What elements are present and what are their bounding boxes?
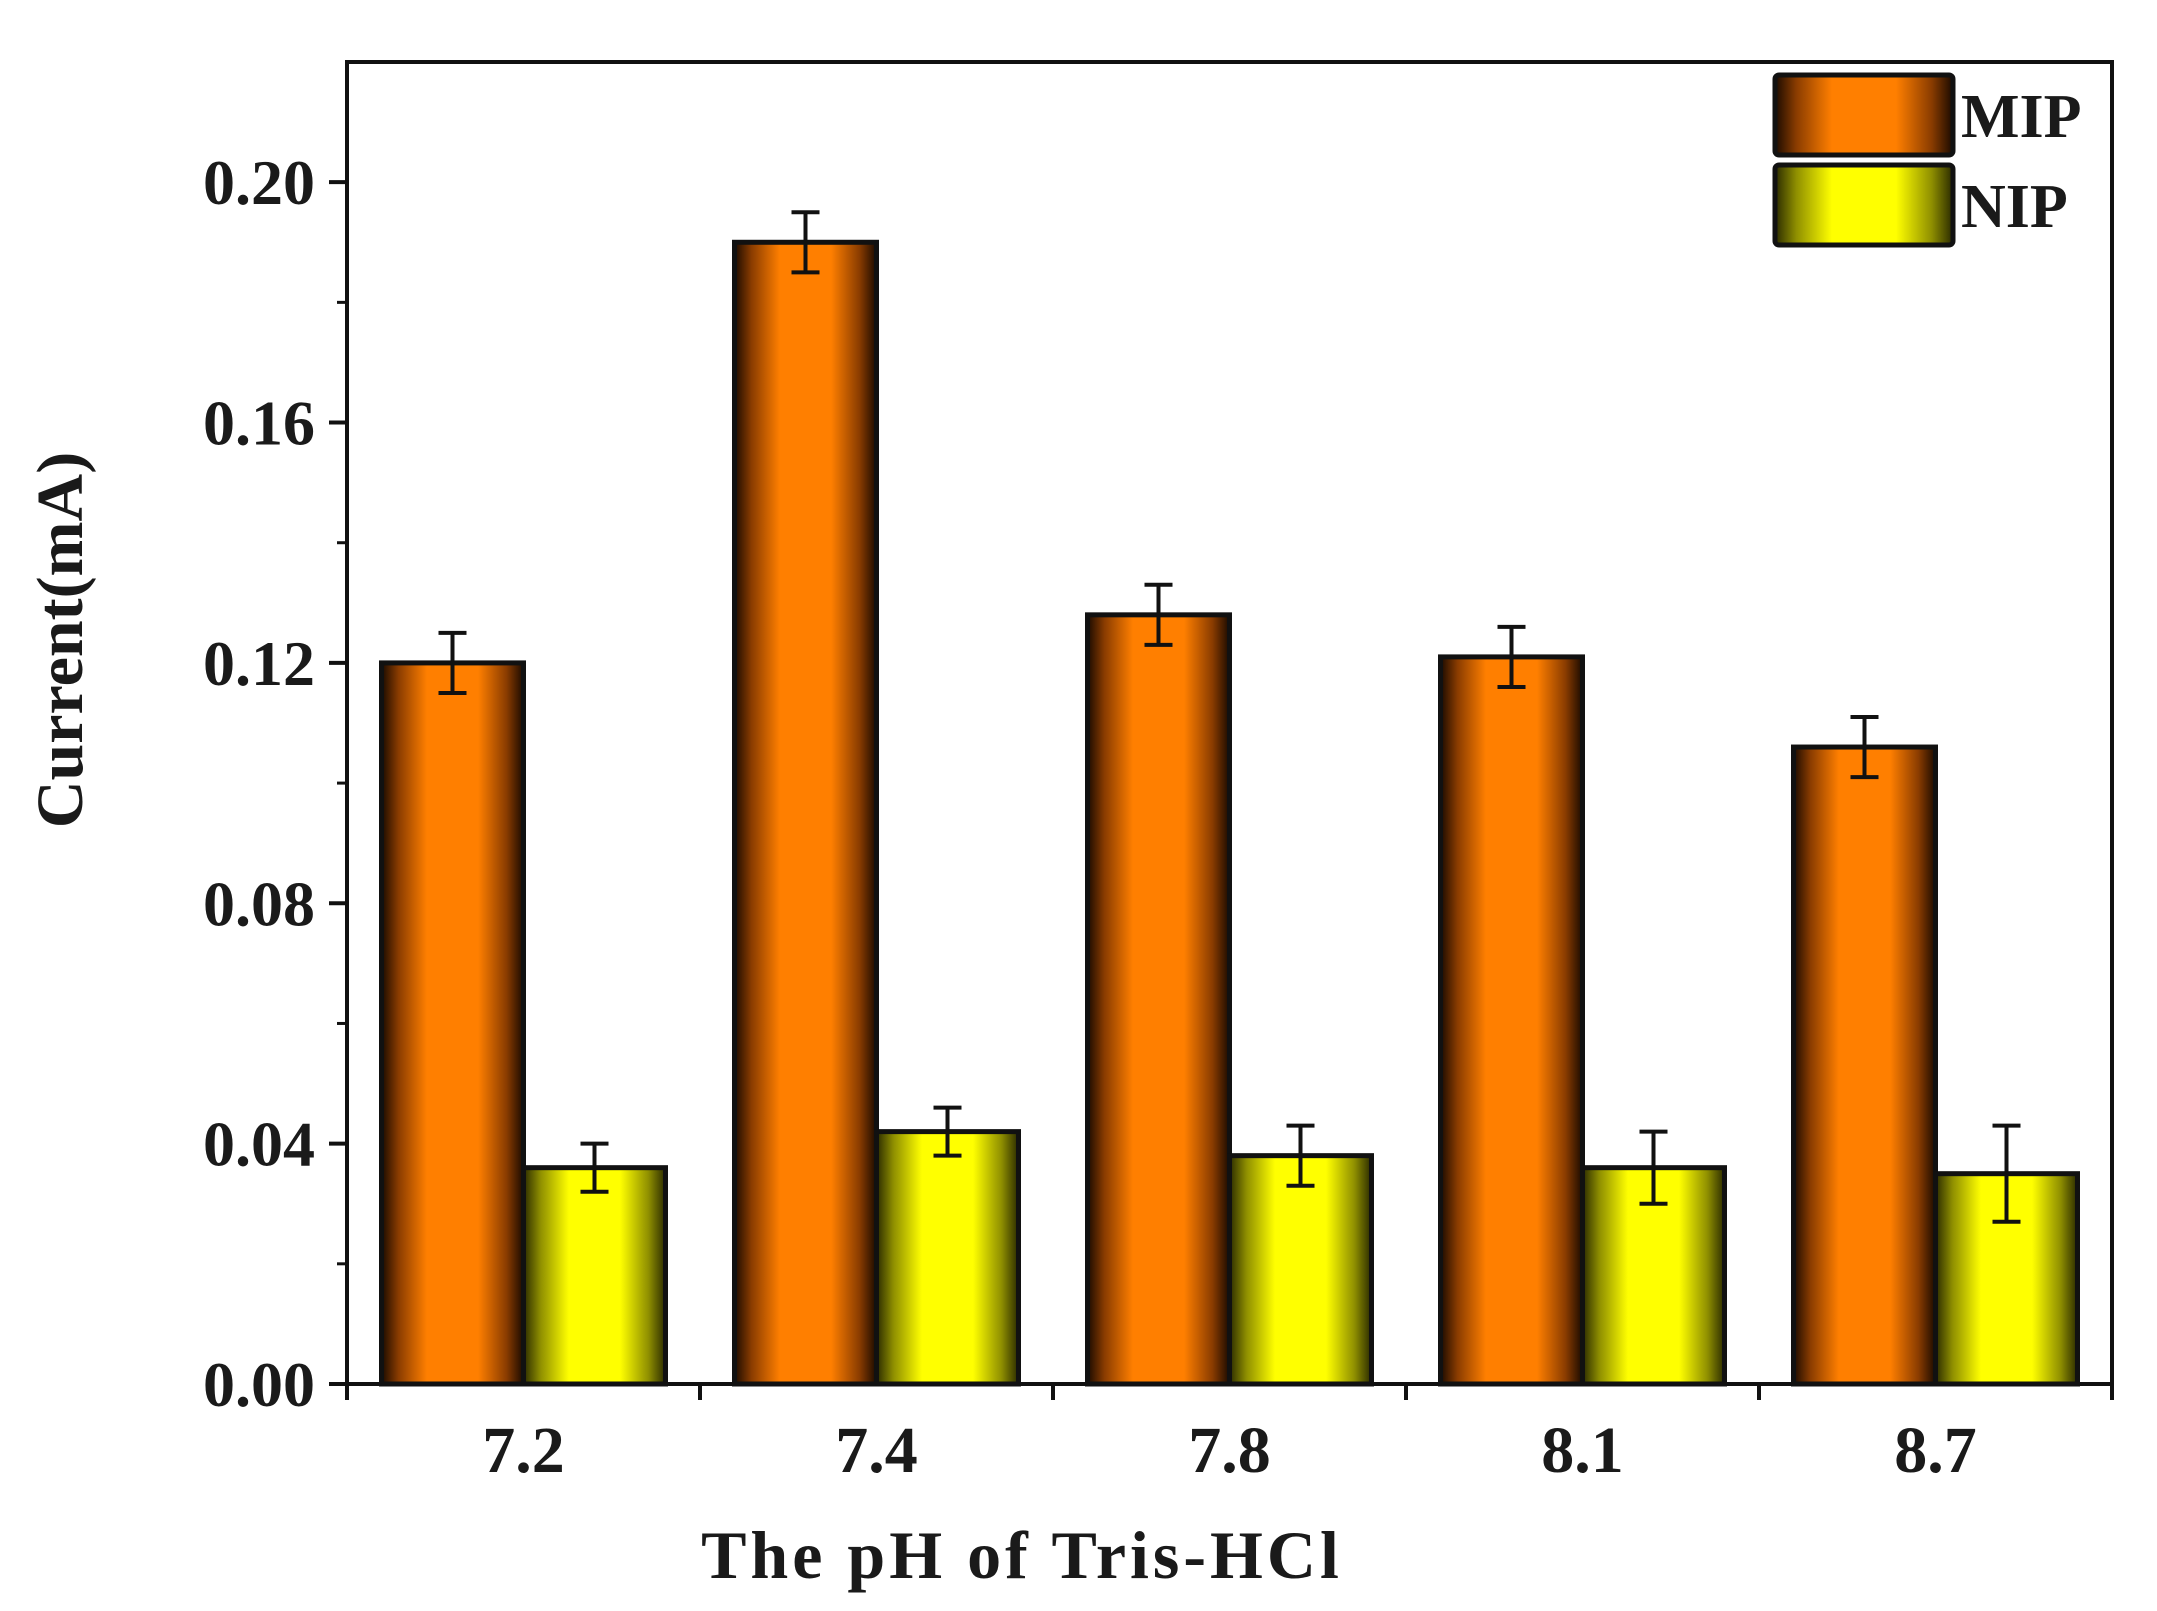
error-bar-mip-7-8 [1144,582,1173,647]
y-axis: 0.00 0.04 0.08 0.12 0.16 0.20 [203,147,347,1420]
x-axis: 7.2 7.4 7.8 8.1 8.7 [345,1384,2114,1487]
y-axis-title: Current(mA) [24,452,97,828]
x-tick-label: 7.4 [835,1414,918,1487]
y-tick-label: 0.04 [203,1109,315,1180]
x-tick-label: 7.8 [1188,1414,1271,1487]
error-bar-nip-7-8 [1286,1123,1315,1188]
y-tick-label: 0.16 [203,388,315,459]
error-bar-mip-8-1 [1497,624,1526,689]
error-bar-mip-8-7 [1850,714,1879,780]
bar-mip-7-2 [379,660,526,1387]
error-bar-nip-7-2 [580,1141,609,1194]
y-tick-label: 0.00 [203,1349,315,1420]
legend-label: MIP [1961,83,2082,151]
legend-label: NIP [1961,173,2068,241]
y-tick-label: 0.08 [203,868,315,939]
legend-item-mip: MIP [1772,72,2082,158]
bar-mip-8-7 [1791,744,1938,1387]
x-tick-label: 8.7 [1894,1414,1977,1487]
y-tick-label: 0.20 [203,147,315,218]
bar-mip-8-1 [1438,654,1585,1387]
legend-item-nip: NIP [1772,162,2068,248]
x-tick-label: 7.2 [482,1414,565,1487]
error-bar-nip-8-7 [1992,1123,2021,1224]
y-tick-label: 0.12 [203,628,315,699]
error-bars-layer [438,210,2021,1224]
legend-swatch [1772,72,1956,158]
bar-mip-7-4 [732,239,879,1387]
legend: MIP NIP [1772,72,2082,248]
bars-layer [379,239,2080,1387]
error-bar-mip-7-2 [438,630,467,695]
legend-swatch [1772,162,1956,248]
error-bar-nip-8-1 [1639,1129,1668,1206]
x-tick-label: 8.1 [1541,1414,1624,1487]
error-bar-mip-7-4 [791,210,820,275]
bar-nip-7-2 [521,1165,668,1387]
bar-nip-7-8 [1227,1153,1374,1387]
x-axis-title: The pH of Tris-HCl [701,1517,1343,1593]
bar-nip-7-4 [874,1129,1021,1387]
plot-frame [345,60,2114,1386]
bar-mip-7-8 [1085,612,1232,1387]
error-bar-nip-7-4 [933,1105,962,1158]
